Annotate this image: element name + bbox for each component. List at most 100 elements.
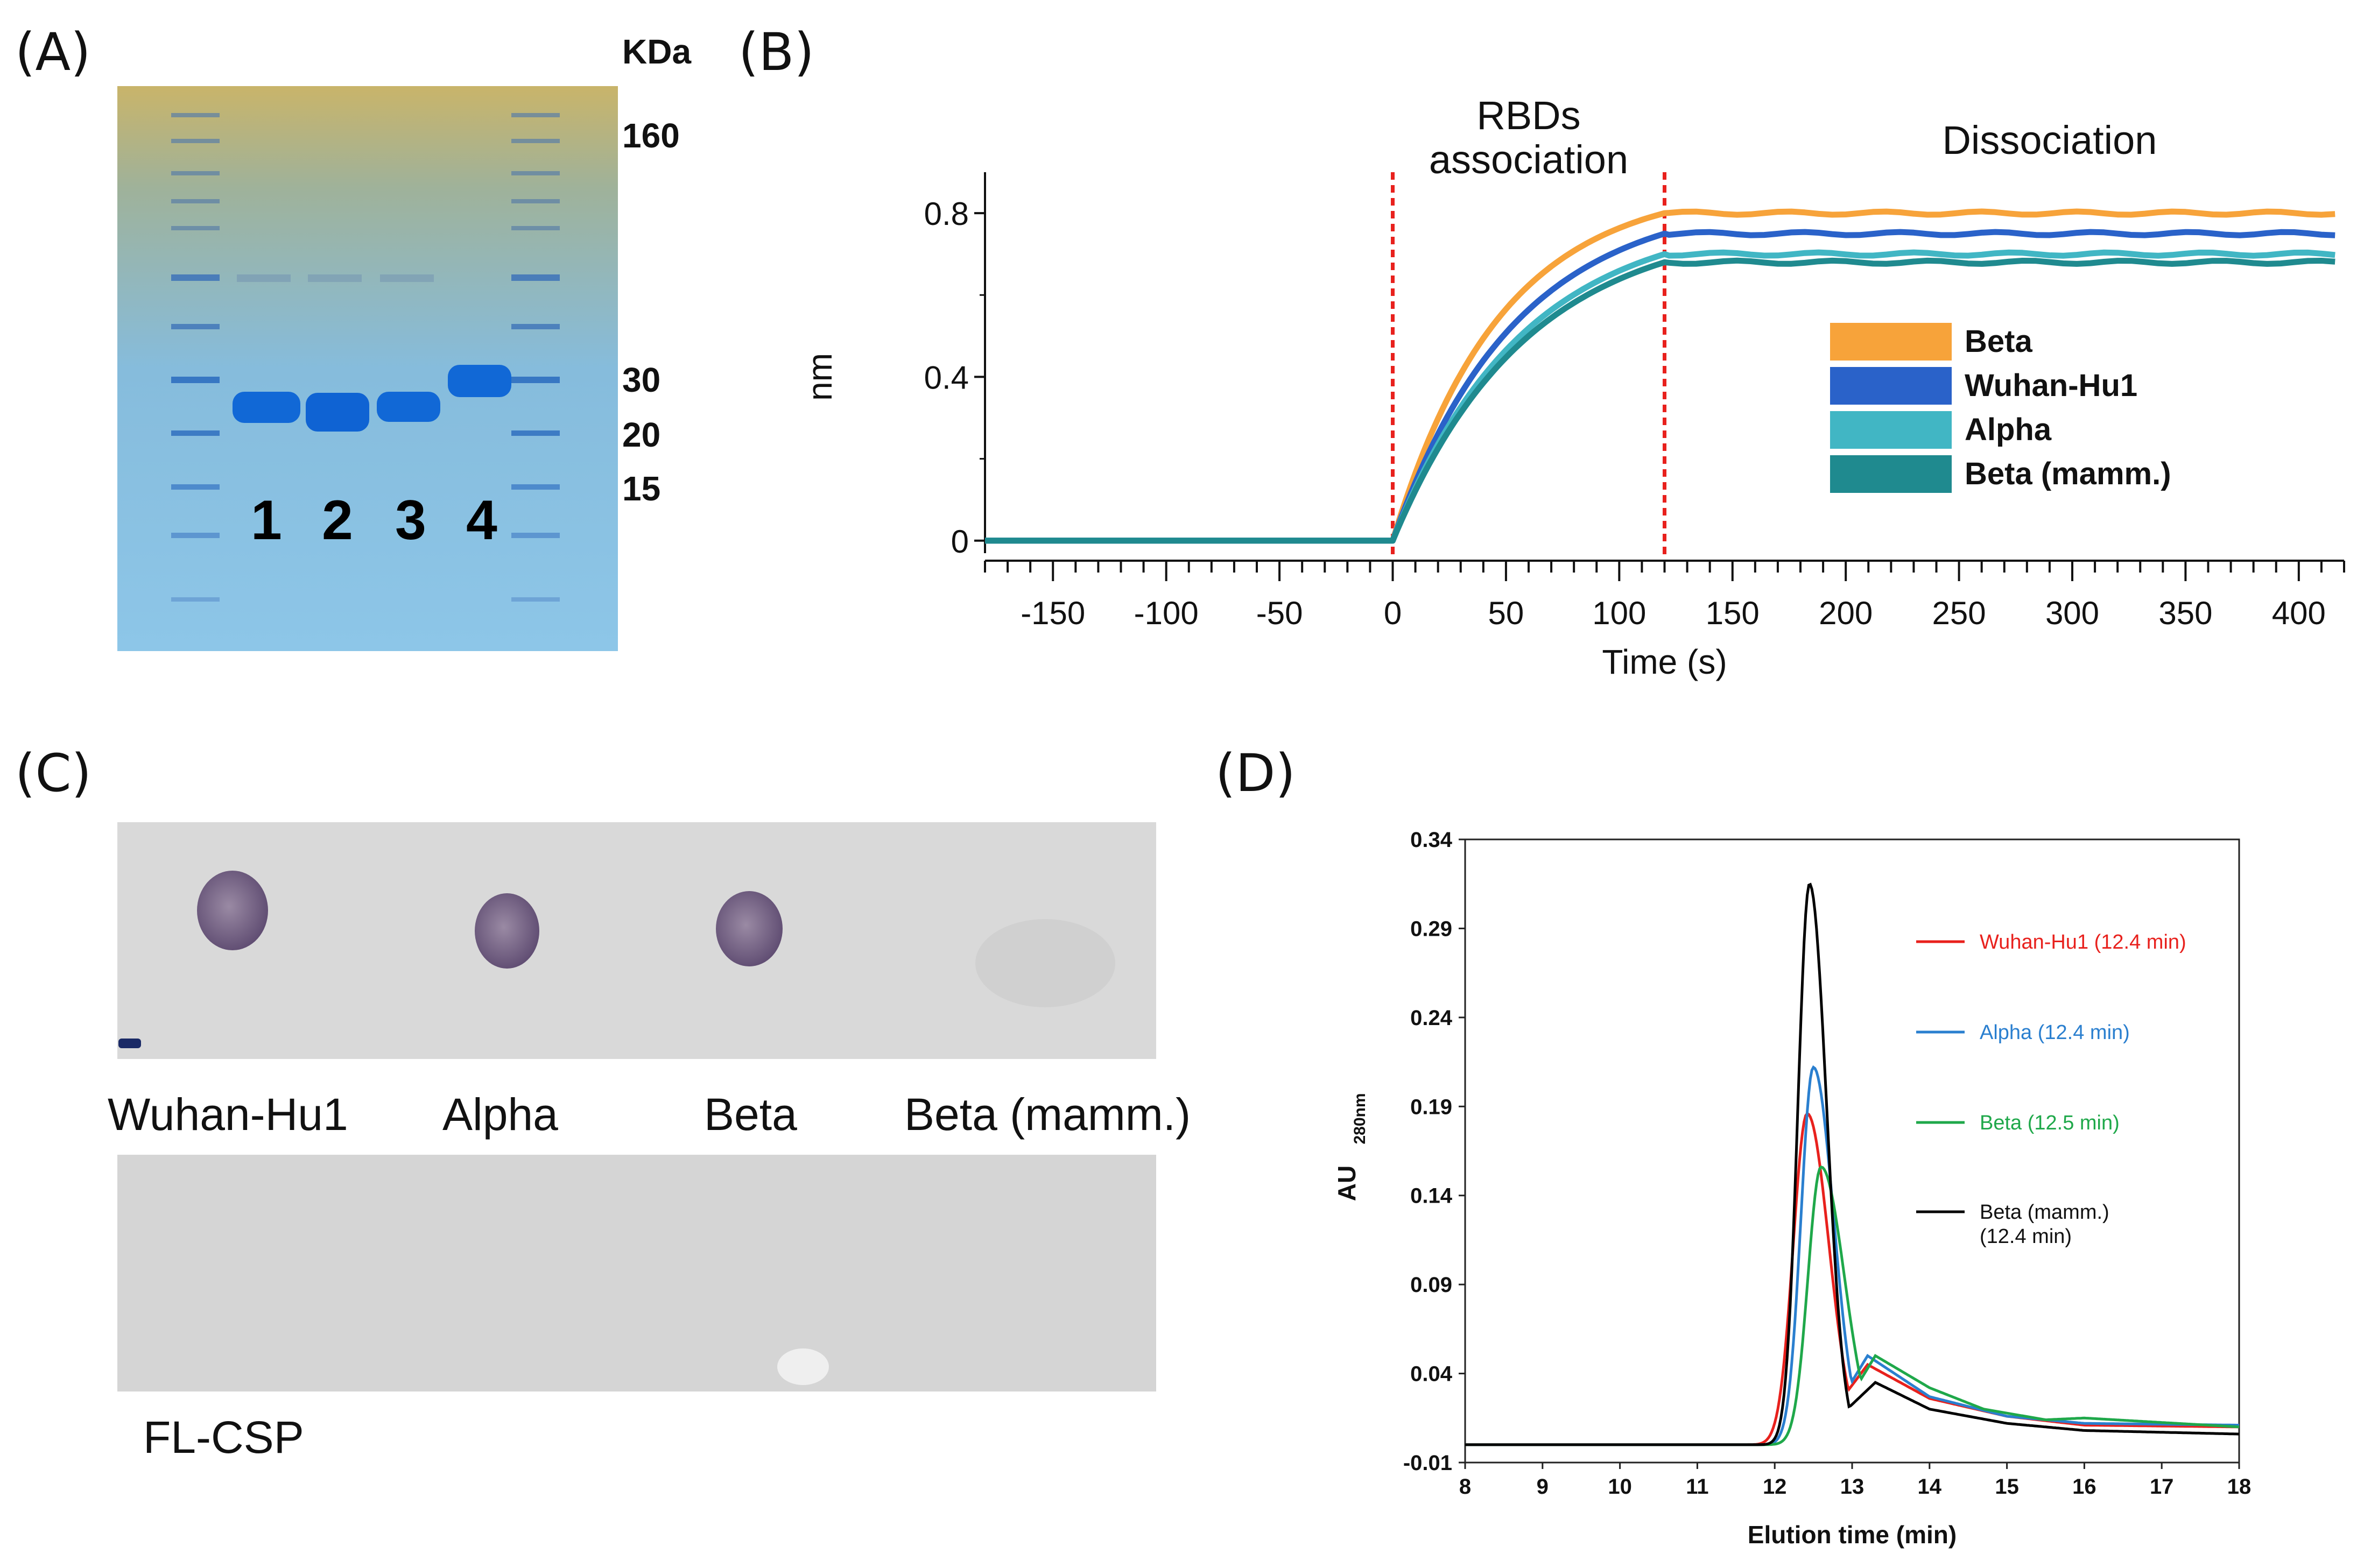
panel-b: (B) 0 0.4 0.8 -150 -100 -50 0 50 100 150 200 250 300… [738, 22, 2345, 681]
legend-swatch [1830, 455, 1952, 493]
ladder-right [511, 113, 560, 602]
dot-label-wuhan: Wuhan-Hu1 [108, 1089, 348, 1140]
y-tick-label: 0.4 [924, 359, 969, 395]
x-tick-label: 350 [2158, 595, 2212, 631]
binding-chart: 0 0.4 0.8 -150 -100 -50 0 50 100 150 200 250 300 350 4… [800, 93, 2345, 681]
lane-label-4: 4 [466, 489, 497, 552]
panel-c-label: (C) [15, 743, 92, 803]
ladder-left [171, 113, 220, 602]
dot-spot-alpha [475, 893, 539, 969]
x-axis-title: Elution time (min) [1748, 1521, 1957, 1549]
sec-legend-label-line2: (12.4 min) [1980, 1225, 2072, 1248]
gel-band-lane-3 [377, 392, 440, 422]
legend-swatch [1830, 411, 1952, 449]
lane-label-3: 3 [395, 489, 426, 552]
x-tick-label: 200 [1819, 595, 1873, 631]
sec-legend-label: Beta (mamm.) [1980, 1201, 2109, 1224]
series-line-alpha [985, 249, 2335, 544]
unit-kda: KDa [622, 32, 691, 71]
dot-spot-wuhan [197, 871, 268, 950]
y-tick-label: 0.29 [1410, 917, 1452, 941]
series-line-beta [985, 208, 2335, 544]
sec-chart: -0.01 0.04 0.09 0.14 0.19 0.24 0.29 0.34 8 9 10 11 1… [1333, 828, 2251, 1549]
legend-swatch [1830, 323, 1952, 361]
lane-label-2: 2 [322, 489, 353, 552]
panel-d: (D) -0.01 0.04 0.09 0.14 0.19 0.24 0.29 0.34 8 9 1… [1215, 743, 2251, 1549]
y-tick-label: 0.34 [1410, 828, 1453, 852]
y-tick-label: 0.14 [1410, 1184, 1453, 1208]
sec-series-line-1 [1465, 1065, 2239, 1446]
y-tick-label: 0 [951, 524, 969, 560]
x-tick-label: 50 [1488, 595, 1524, 631]
y-tick-label: -0.01 [1403, 1451, 1452, 1475]
lane-label-1: 1 [251, 489, 282, 552]
dot-spot-beta [716, 891, 783, 966]
gel-band-lane-2 [306, 393, 369, 432]
legend-label: Beta [1965, 324, 2032, 359]
membrane-mark [118, 1039, 141, 1048]
dot-label-beta-mamm: Beta (mamm.) [904, 1089, 1191, 1140]
legend-label: Alpha [1965, 412, 2052, 447]
y-axis-subscript: 280nm [1351, 1093, 1369, 1144]
panel-b-label: (B) [738, 22, 814, 82]
x-tick-label: 15 [1995, 1475, 2019, 1499]
gel-image [117, 86, 618, 651]
x-tick-label: 10 [1608, 1475, 1632, 1499]
sec-legend-label: Beta (12.5 min) [1980, 1112, 2120, 1134]
sec-series-line-3 [1465, 882, 2240, 1446]
panel-d-label: (D) [1215, 743, 1296, 803]
x-tick-label: -100 [1134, 595, 1199, 631]
x-tick-label: 12 [1763, 1475, 1787, 1499]
y-axis-title: nm [800, 353, 839, 401]
y-axis-title: AU [1333, 1166, 1361, 1201]
sec-legend-label: Alpha (12.4 min) [1980, 1021, 2130, 1044]
panel-a-label: (A) [15, 22, 91, 82]
legend-label: Beta (mamm.) [1965, 456, 2171, 491]
marker-160: 160 [622, 116, 680, 155]
x-tick-label: 250 [1932, 595, 1986, 631]
sec-legend-label: Wuhan-Hu1 (12.4 min) [1980, 931, 2186, 953]
x-tick-label: 300 [2045, 595, 2099, 631]
dot-label-beta: Beta [704, 1089, 797, 1140]
x-tick-label: 16 [2072, 1475, 2096, 1499]
x-tick-label: -150 [1021, 595, 1085, 631]
x-tick-label: 0 [1384, 595, 1402, 631]
x-tick-label: 14 [1918, 1475, 1942, 1499]
y-tick-label: 0.24 [1410, 1006, 1453, 1030]
sec-series-line-0 [1465, 1112, 2239, 1446]
y-tick-label: 0.09 [1410, 1273, 1452, 1297]
annotation-rbds: RBDs [1476, 93, 1580, 138]
x-tick-label: 100 [1592, 595, 1646, 631]
x-tick-label: 11 [1686, 1475, 1708, 1499]
dot-label-alpha: Alpha [442, 1089, 558, 1140]
fl-csp-label: FL-CSP [143, 1412, 304, 1463]
panel-c: (C) Wuhan-Hu1 Alpha Beta Beta (mamm.) FL… [15, 743, 1191, 1463]
y-tick-label: 0.8 [924, 196, 969, 232]
panel-a: (A) [15, 22, 691, 651]
x-tick-label: 400 [2272, 595, 2326, 631]
faint-band-3 [380, 274, 434, 282]
marker-30: 30 [622, 361, 660, 399]
dot-blot-membrane-top [117, 822, 1156, 1059]
y-tick-label: 0.19 [1410, 1095, 1452, 1119]
gel-band-lane-4 [448, 365, 511, 397]
x-tick-label: 9 [1537, 1475, 1549, 1499]
legend-swatch [1830, 367, 1952, 405]
x-tick-label: 8 [1459, 1475, 1471, 1499]
dot-spot-beta-mamm [975, 919, 1115, 1007]
x-axis-title: Time (s) [1602, 642, 1727, 681]
legend-label: Wuhan-Hu1 [1965, 368, 2137, 403]
series-line-beta-mamm- [985, 257, 2335, 544]
faint-band-1 [237, 274, 291, 282]
x-tick-label: 13 [1840, 1475, 1865, 1499]
gel-band-lane-1 [233, 392, 300, 423]
y-tick-label: 0.04 [1410, 1362, 1453, 1386]
x-tick-label: 18 [2227, 1475, 2252, 1499]
marker-20: 20 [622, 415, 660, 454]
x-tick-label: 17 [2150, 1475, 2174, 1499]
annotation-dissociation: Dissociation [1942, 118, 2157, 163]
x-tick-label: 150 [1706, 595, 1760, 631]
marker-15: 15 [622, 469, 660, 508]
dot-blot-membrane-bottom [117, 1155, 1156, 1392]
